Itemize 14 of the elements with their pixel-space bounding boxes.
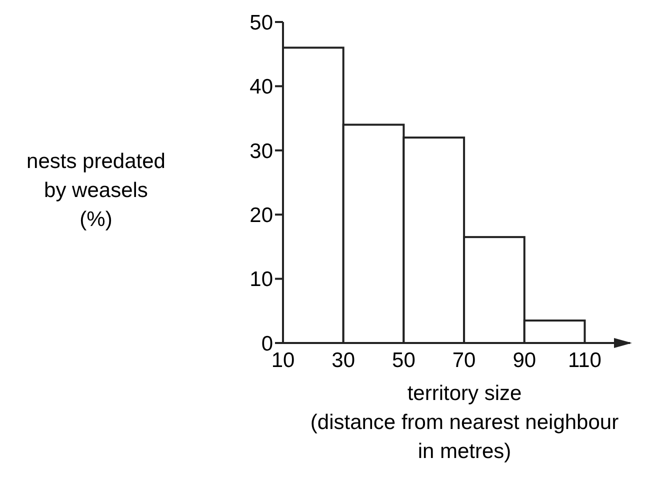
y-tick-label: 0 bbox=[261, 332, 273, 356]
y-axis-title: nests predated by weasels (%) bbox=[26, 150, 166, 231]
x-tick-label: 110 bbox=[568, 349, 602, 372]
y-tick-label: 30 bbox=[250, 140, 273, 163]
x-axis-title: territory size (distance from nearest neighbour in metres) bbox=[310, 382, 619, 463]
y-tick-label: 20 bbox=[250, 204, 273, 227]
x-tick-label: 10 bbox=[271, 349, 295, 372]
x-tick-label: 90 bbox=[512, 349, 536, 372]
y-tick-label: 10 bbox=[250, 268, 273, 292]
x-tick-label: 70 bbox=[452, 349, 476, 372]
x-tick-label: 30 bbox=[332, 349, 356, 372]
y-tick-label: 40 bbox=[250, 76, 273, 99]
x-tick-label: 50 bbox=[392, 349, 416, 372]
y-tick-label: 50 bbox=[250, 11, 273, 34]
